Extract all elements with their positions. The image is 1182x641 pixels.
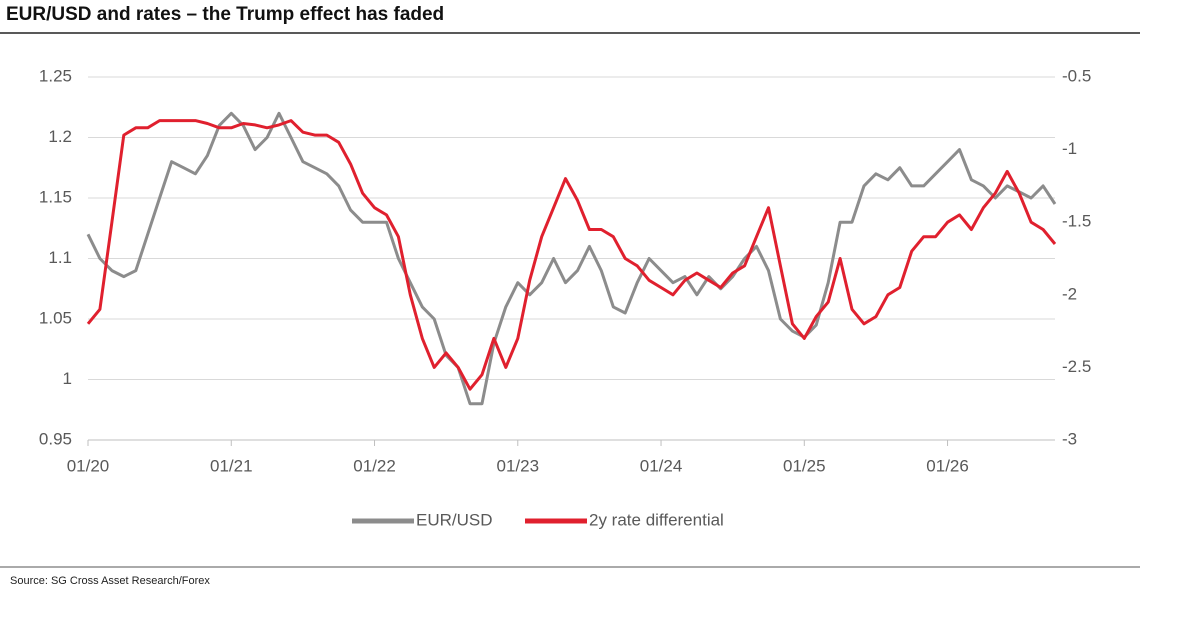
series-line: [86, 111, 1057, 406]
source: Source: SG Cross Asset Research/Forex: [10, 575, 210, 587]
y-tick-label: 1.25: [39, 66, 72, 85]
x-tick-label: 01/24: [640, 456, 683, 475]
y2-tick-label: -1.5: [1062, 212, 1091, 231]
y-tick-label: 1.15: [39, 187, 72, 206]
x-tick-label: 01/26: [926, 456, 969, 475]
y-tick-label: 1.1: [48, 248, 72, 267]
x-tick-label: 01/20: [67, 456, 110, 475]
y-tick-label: 1.2: [48, 127, 72, 146]
x-tick-label: 01/21: [210, 456, 253, 475]
y2-tick-label: -0.5: [1062, 66, 1091, 85]
y2-tick-label: -2.5: [1062, 357, 1091, 376]
y-tick-label: 1.05: [39, 308, 72, 327]
series-line: [86, 119, 1057, 391]
legend-label: 2y rate differential: [589, 510, 724, 529]
y-tick-label: 1: [63, 369, 72, 388]
y2-tick-label: -1: [1062, 139, 1077, 158]
x-tick-label: 01/23: [497, 456, 540, 475]
y-tick-label: 0.95: [39, 429, 72, 448]
chart-title: EUR/USD and rates – the Trump effect has…: [6, 4, 444, 25]
y2-tick-label: -2: [1062, 284, 1077, 303]
legend-label: EUR/USD: [416, 510, 493, 529]
y2-tick-label: -3: [1062, 429, 1077, 448]
x-tick-label: 01/22: [353, 456, 396, 475]
x-tick-label: 01/25: [783, 456, 826, 475]
